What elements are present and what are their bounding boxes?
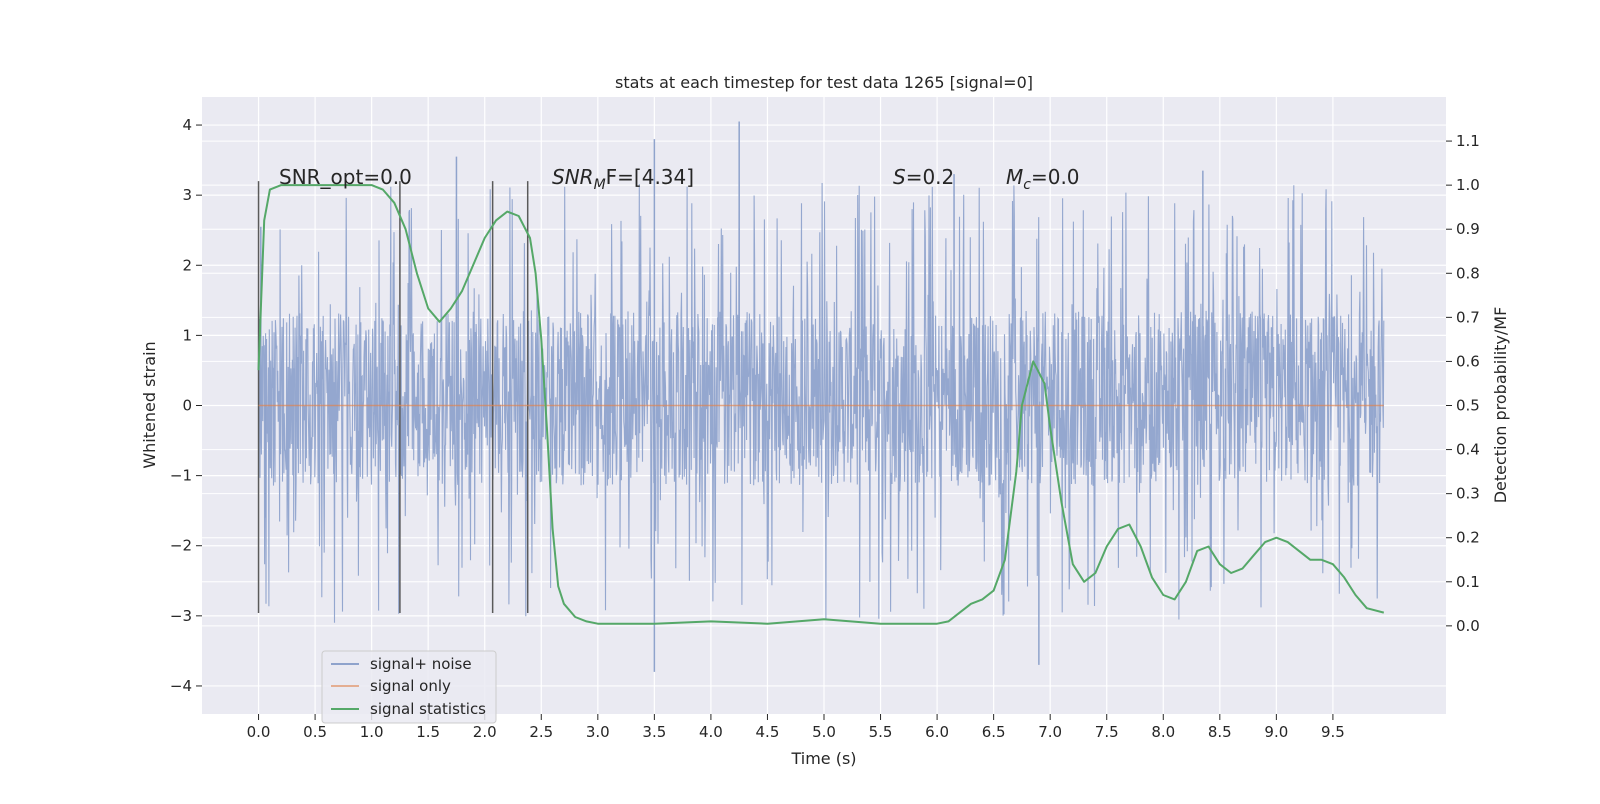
x-tick-label: 8.0 (1151, 723, 1175, 741)
annotation-snr-mf-value: F=[4.34] (606, 165, 694, 189)
legend: signal+ noise signal only signal statist… (321, 650, 497, 724)
annotation-mc-subscript: c (1023, 177, 1031, 193)
x-tick-label: 0.5 (303, 723, 327, 741)
y-axis-label-left: Whitened strain (140, 341, 159, 468)
signal-statistics-line (257, 184, 1385, 625)
vertical-markers (257, 181, 529, 614)
chart-title: stats at each timestep for test data 126… (615, 73, 1033, 92)
legend-box (321, 650, 497, 724)
x-tick-label: 7.0 (1038, 723, 1062, 741)
x-tick-label: 3.0 (586, 723, 610, 741)
y-left-tick-label: −1 (170, 467, 192, 485)
y-right-tick-label: 0.7 (1456, 308, 1480, 326)
x-tick-label: 6.0 (925, 723, 949, 741)
y-left-tick-label: −2 (170, 537, 192, 555)
y-right-tick-label: 1.1 (1456, 132, 1480, 150)
x-tick-label: 5.0 (812, 723, 836, 741)
y-right-tick-label: 0.2 (1456, 529, 1480, 547)
x-tick-label: 5.5 (869, 723, 893, 741)
x-tick-label: 7.5 (1095, 723, 1119, 741)
annotation-snr-mf-subscript: M (594, 177, 606, 193)
x-tick-label: 4.0 (699, 723, 723, 741)
annotation-s-value: =0.2 (906, 165, 955, 189)
annotation-snr-mf: SNRMF=[4.34] (552, 165, 694, 193)
annotation-snr-opt: SNR_opt=0.0 (279, 165, 412, 189)
annotations: SNR_opt=0.0 SNRMF=[4.34] S=0.2 Mc=0.0 (279, 165, 1080, 193)
x-tick-label: 8.5 (1208, 723, 1232, 741)
x-tick-label: 6.5 (982, 723, 1006, 741)
x-axis-label: Time (s) (790, 749, 856, 768)
y-right-tick-label: 0.0 (1456, 617, 1480, 635)
y-right-tick-label: 0.8 (1456, 264, 1480, 282)
legend-label-signal-only: signal only (370, 677, 451, 695)
signal-noise-trace (257, 121, 1385, 672)
x-tick-label: 0.0 (247, 723, 271, 741)
y-right-tick-label: 0.1 (1456, 573, 1480, 591)
y-left-tick-label: −4 (170, 677, 192, 695)
x-tick-label: 4.5 (756, 723, 780, 741)
annotation-snr-mf-symbol: SNR (552, 165, 594, 189)
x-tick-label: 9.5 (1321, 723, 1345, 741)
y-right-tick-label: 0.4 (1456, 441, 1480, 459)
x-tick-label: 9.0 (1264, 723, 1288, 741)
annotation-s: S=0.2 (893, 165, 954, 189)
y-right-tick-label: 0.3 (1456, 485, 1480, 503)
y-right-tick-label: 0.6 (1456, 352, 1480, 370)
annotation-mc-symbol: M (1006, 165, 1023, 189)
y-left-tick-label: 2 (182, 256, 192, 274)
x-tick-label: 3.5 (642, 723, 666, 741)
signal-statistics-trace (257, 184, 1385, 625)
annotation-mc-value: =0.0 (1031, 165, 1080, 189)
annotation-s-symbol: S (893, 165, 906, 189)
x-tick-label: 1.5 (416, 723, 440, 741)
legend-label-signal-noise: signal+ noise (370, 655, 472, 673)
x-tick-label: 2.5 (529, 723, 553, 741)
legend-label-signal-statistics: signal statistics (370, 700, 486, 718)
y-left-tick-label: −3 (170, 607, 192, 625)
y-left-tick-label: 3 (182, 186, 192, 204)
y-left-tick-label: 4 (182, 116, 192, 134)
y-right-tick-label: 1.0 (1456, 176, 1480, 194)
x-tick-label: 1.0 (360, 723, 384, 741)
y-right-tick-label: 0.9 (1456, 220, 1480, 238)
x-tick-label: 2.0 (473, 723, 497, 741)
annotation-mc: Mc=0.0 (1006, 165, 1080, 193)
y-left-tick-label: 0 (182, 397, 192, 415)
y-right-tick-label: 0.5 (1456, 397, 1480, 415)
y-left-tick-label: 1 (182, 326, 192, 344)
ticks: 0.0 0.5 1.0 1.5 2.0 2.5 3.0 3.5 4.0 4.5 5.0 5.5 6.0 6… (170, 116, 1480, 741)
y-axis-label-right: Detection probability/MF (1491, 307, 1510, 504)
